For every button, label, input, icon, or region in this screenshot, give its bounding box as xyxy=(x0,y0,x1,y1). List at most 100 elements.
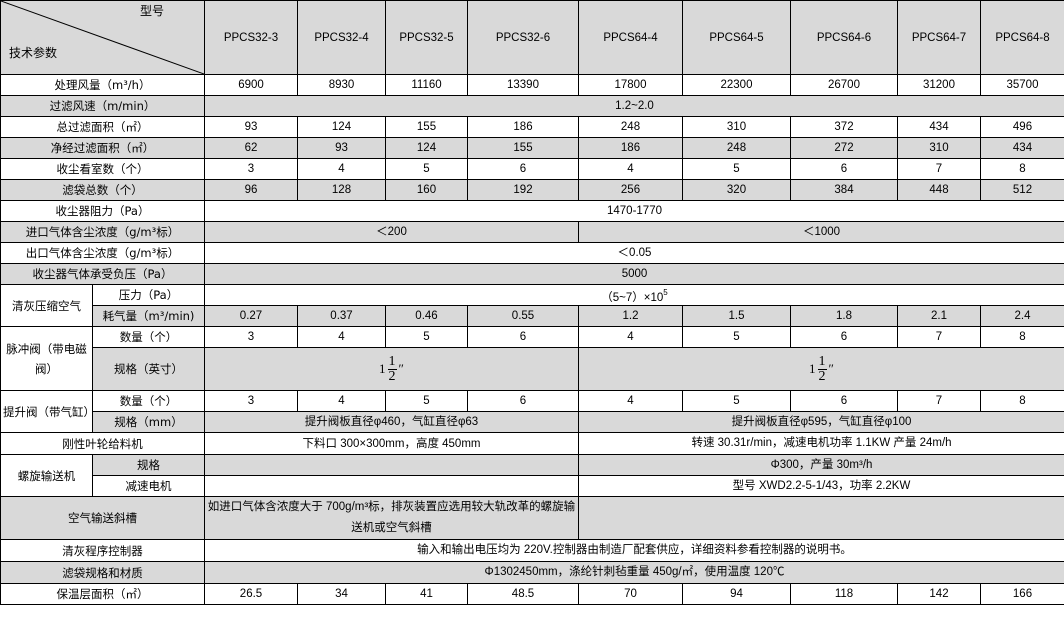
table-row: 螺旋输送机 规格 Φ300，产量 30m³/h xyxy=(0,454,1064,497)
value-cell: 128 xyxy=(297,179,386,201)
value-cell: 35700 xyxy=(980,74,1064,96)
value-text: 4 xyxy=(627,331,634,343)
table-row: 出口气体含尘浓度（g/m³标） ＜0.05 xyxy=(0,242,1064,264)
table-row: 过滤风速（m/min） 1.2~2.0 xyxy=(0,95,1064,117)
value-cell: 型号 XWD2.2-5-1/43，功率 2.2KW xyxy=(578,475,1064,497)
value-text: 155 xyxy=(513,142,533,154)
value-cell: 0.37 xyxy=(297,305,386,327)
value-cell: 186 xyxy=(578,137,683,159)
value-text: （5~7）×10 xyxy=(601,291,664,304)
row-label: 规格（英寸） xyxy=(92,347,205,391)
value-cell: 96 xyxy=(204,179,298,201)
value-text: 下料口 300×300mm，高度 450mm xyxy=(302,437,481,450)
row-label: 刚性叶轮给料机 xyxy=(0,432,205,455)
value-cell: 1 1 2 ″ xyxy=(204,347,579,391)
model-header: PPCS32-4 xyxy=(297,0,386,75)
value-cell: 93 xyxy=(204,116,298,138)
value-cell xyxy=(578,496,1064,540)
value-text: 如进口气体含浓度大于 700g/m³标，排灰装置应选用较大轨改革的螺旋输送机或空… xyxy=(207,501,576,534)
value-text: 0.46 xyxy=(415,310,438,322)
table-row: 净经过滤面积（㎡） 62 93 124 155 186 248 272 310 434 xyxy=(0,137,1064,159)
value-text: 434 xyxy=(929,121,949,133)
value-text: 26.5 xyxy=(239,588,263,600)
value-cell: 4 xyxy=(297,158,386,180)
value-text: 192 xyxy=(513,184,533,196)
value-cell: 48.5 xyxy=(467,583,579,605)
value-text: 62 xyxy=(244,142,258,154)
value-text: 26700 xyxy=(828,79,860,91)
value-cell: 4 xyxy=(578,390,683,412)
value-text: 128 xyxy=(331,184,352,196)
value-text: 5 xyxy=(423,395,430,407)
row-label: 出口气体含尘浓度（g/m³标） xyxy=(0,242,205,264)
value-cell: 5 xyxy=(682,158,791,180)
value-cell: 166 xyxy=(980,583,1064,605)
value-text: 提升阀板直径φ460，气缸直径φ63 xyxy=(304,416,479,428)
value-text: Φ1302450mm，涤纶针刺毡重量 450g/㎡，使用温度 120℃ xyxy=(484,566,785,578)
value-text: 1.8 xyxy=(836,310,852,322)
fraction-numerator: 1 xyxy=(817,353,827,370)
value-text: 3 xyxy=(247,163,255,175)
value-text: 34 xyxy=(335,588,348,600)
row-label: 滤袋总数（个） xyxy=(0,179,205,201)
value-text: 512 xyxy=(1012,184,1033,196)
value-text: 5 xyxy=(733,163,740,175)
value-cell xyxy=(204,454,579,476)
value-text: 248 xyxy=(726,142,747,154)
value-cell: 192 xyxy=(467,179,579,201)
value-cell: 8 xyxy=(980,390,1064,412)
corner-param-label: 技术参数 xyxy=(9,46,58,60)
value-cell: 26.5 xyxy=(204,583,298,605)
value-cell: 7 xyxy=(897,390,981,412)
value-cell: 输入和输出电压均为 220V.控制器由制造厂配套供应，详细资料参看控制器的说明书… xyxy=(204,539,1064,562)
value-text: Φ300，产量 30m³/h xyxy=(770,459,873,471)
value-text: 8 xyxy=(1019,331,1026,343)
value-text: 输入和输出电压均为 220V.控制器由制造厂配套供应，详细资料参看控制器的说明书… xyxy=(417,544,852,556)
value-text: 4 xyxy=(338,395,345,407)
value-text: 448 xyxy=(929,184,949,196)
group-label-cell: 脉冲阀（带电磁阀） xyxy=(0,326,93,391)
exponent: 5 xyxy=(663,287,668,297)
value-text: 4 xyxy=(338,331,345,343)
value-cell: 310 xyxy=(897,137,981,159)
value-cell: 17800 xyxy=(578,74,683,96)
value-text: 372 xyxy=(834,121,854,133)
value-cell: 5 xyxy=(385,326,468,348)
row-label: 滤袋规格和材质 xyxy=(0,561,205,584)
row-label: 空气输送斜槽 xyxy=(0,496,205,540)
value-text: 7 xyxy=(935,163,943,175)
model-header: PPCS32-6 xyxy=(467,0,579,75)
table-row: 刚性叶轮给料机 下料口 300×300mm，高度 450mm 转速 30.31r/m… xyxy=(0,432,1064,455)
fraction-value: 1 1 2 ″ xyxy=(809,353,834,384)
table-row: 进口气体含尘浓度（g/m³标） ＜200 ＜1000 xyxy=(0,221,1064,243)
value-cell: 6 xyxy=(467,326,579,348)
value-cell: 248 xyxy=(682,137,791,159)
row-label: 收尘器阻力（Pa） xyxy=(0,200,205,222)
value-text: 4 xyxy=(338,163,345,175)
value-text: 型号 XWD2.2-5-1/43，功率 2.2KW xyxy=(732,480,911,492)
row-label: 耗气量（m³/min) xyxy=(92,305,205,327)
value-cell: 转速 30.31r/min，减速电机功率 1.1KW 产量 24m/h xyxy=(578,432,1064,455)
value-text: 272 xyxy=(834,142,854,154)
value-text: 6900 xyxy=(238,79,264,91)
table-row: 收尘器气体承受负压（Pa） 5000 xyxy=(0,263,1064,285)
value-text: 48.5 xyxy=(511,588,535,600)
table-row: 滤袋总数（个） 96 128 160 192 256 320 384 448 512 xyxy=(0,179,1064,201)
row-label: 净经过滤面积（㎡） xyxy=(0,137,205,159)
value-cell: 4 xyxy=(297,390,386,412)
table-row: 收尘器阻力（Pa） 1470-1770 xyxy=(0,200,1064,222)
value-cell: 1 1 2 ″ xyxy=(578,347,1064,391)
row-label: 规格 xyxy=(92,454,205,476)
model-header: PPCS64-7 xyxy=(897,0,981,75)
value-text: 41 xyxy=(420,588,433,600)
row-label: 减速电机 xyxy=(92,475,205,497)
value-text: 4 xyxy=(627,395,634,407)
value-cell: 124 xyxy=(385,137,468,159)
value-cell: 93 xyxy=(297,137,386,159)
value-text: 5 xyxy=(423,163,430,175)
value-cell: 11160 xyxy=(385,74,468,96)
value-text: 5000 xyxy=(621,268,648,280)
corner-model-label: 型号 xyxy=(139,4,164,18)
value-cell: 4 xyxy=(297,326,386,348)
value-cell: 434 xyxy=(897,116,981,138)
